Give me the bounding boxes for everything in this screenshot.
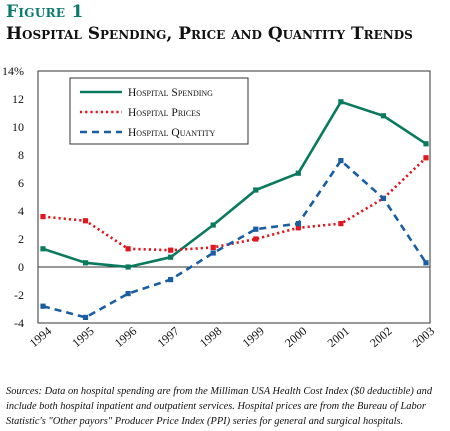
y-tick-label: 6: [18, 176, 24, 190]
data-point: [210, 250, 216, 256]
data-point: [338, 221, 344, 227]
x-tick-label: 2001: [325, 324, 352, 350]
data-point: [295, 225, 301, 231]
figure-label: Figure 1: [6, 2, 84, 22]
data-point: [423, 155, 429, 161]
series-line-0: [42, 100, 427, 269]
x-tick-label: 2002: [367, 324, 394, 350]
source-note: Sources: Data on hospital spending are f…: [6, 386, 433, 427]
legend-box: [69, 77, 249, 145]
legend-label: Hospital Spending: [128, 87, 213, 99]
data-point: [253, 236, 259, 242]
series-line-1: [42, 156, 427, 252]
data-point: [380, 113, 387, 119]
data-point: [40, 303, 46, 309]
y-tick-label: -4: [14, 316, 24, 330]
x-tick-label: 1999: [240, 324, 267, 350]
data-point: [125, 264, 131, 270]
y-tick-label: 4: [18, 204, 24, 218]
x-tick-label: 1998: [197, 324, 224, 350]
data-point: [380, 195, 387, 201]
x-tick-label: 1995: [69, 324, 96, 350]
data-point: [338, 99, 344, 105]
x-tick-label: 2003: [410, 324, 437, 350]
data-point: [295, 221, 301, 227]
data-point: [82, 314, 89, 320]
data-point: [168, 254, 174, 260]
data-point: [210, 222, 216, 228]
legend-label: Hospital Quantity: [128, 127, 216, 139]
x-tick-label: 2000: [282, 324, 309, 350]
y-tick-label: 14%: [2, 64, 24, 78]
plot-frame: [37, 70, 431, 324]
line-chart: -4 -2 0 2 4 6 8 10 12 14% 1994 1995 1996 1997 1998 1999…: [2, 64, 437, 350]
data-point: [338, 158, 344, 164]
data-point: [423, 141, 429, 147]
x-tick-label: 1994: [27, 324, 54, 350]
data-point: [40, 246, 46, 252]
data-point: [40, 214, 46, 220]
y-tick-label: 12: [12, 92, 24, 106]
data-point: [82, 260, 89, 266]
chart-area: -4 -2 0 2 4 6 8 10 12 14% 1994 1995 1996 1997 1998 1999…: [2, 64, 437, 350]
y-tick-label: 0: [18, 260, 24, 274]
data-point: [253, 226, 259, 232]
data-point: [253, 187, 259, 193]
data-point: [423, 260, 429, 266]
series-line-2: [42, 159, 428, 319]
x-tick-label: 1996: [112, 324, 139, 350]
data-point: [210, 244, 216, 250]
data-point: [125, 291, 131, 297]
data-point: [168, 277, 174, 283]
y-tick-label: -2: [14, 288, 24, 302]
data-point: [168, 247, 174, 253]
y-tick-label: 2: [18, 232, 24, 246]
figure-title: Hospital Spending, Price and Quantity Tr…: [6, 24, 413, 44]
y-tick-label: 10: [12, 120, 24, 134]
y-tick-label: 8: [18, 148, 24, 162]
data-point: [295, 170, 301, 176]
data-point: [82, 218, 89, 224]
x-tick-label: 1997: [154, 324, 181, 350]
legend-label: Hospital Prices: [128, 107, 201, 119]
data-point: [125, 246, 131, 252]
